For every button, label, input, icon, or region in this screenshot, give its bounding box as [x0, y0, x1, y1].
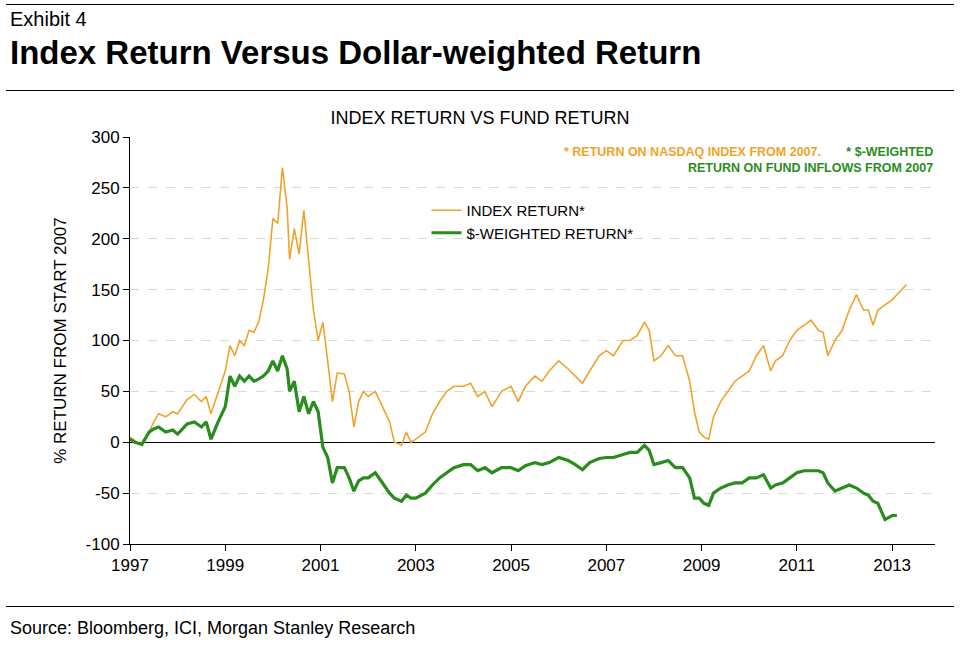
svg-text:100: 100: [91, 331, 119, 350]
svg-text:* $-WEIGHTEDRETURN ON FUND INF: * $-WEIGHTEDRETURN ON FUND INFLOWS FROM …: [688, 145, 933, 175]
svg-text:-50: -50: [95, 484, 120, 503]
html-text:Exhibit 4: Exhibit 4: [10, 8, 87, 30]
svg-text:* RETURN ON NASDAQ INDEX FROM: * RETURN ON NASDAQ INDEX FROM 2007.: [564, 145, 821, 159]
svg-text:50: 50: [101, 382, 120, 401]
html-text:Index Return Versus Dollar-wei: Index Return Versus Dollar-weighted Retu…: [10, 34, 702, 71]
svg-text:300: 300: [91, 128, 119, 147]
svg-text:0: 0: [110, 433, 119, 452]
svg-text:150: 150: [91, 281, 119, 300]
svg-text:1997: 1997: [111, 556, 149, 575]
svg-text:1999: 1999: [206, 556, 244, 575]
svg-text:% RETURN FROM START 2007: % RETURN FROM START 2007: [51, 217, 70, 464]
svg-text:2013: 2013: [873, 556, 911, 575]
svg-text:2007: 2007: [587, 556, 625, 575]
svg-text:-100: -100: [86, 535, 120, 554]
svg-text:INDEX RETURN*: INDEX RETURN*: [467, 202, 586, 219]
svg-text:200: 200: [91, 230, 119, 249]
svg-text:2009: 2009: [683, 556, 721, 575]
svg-text:2001: 2001: [302, 556, 340, 575]
svg-text:$-WEIGHTED RETURN*: $-WEIGHTED RETURN*: [467, 225, 634, 242]
html-text:Source: Bloomberg, ICI, Morgan: Source: Bloomberg, ICI, Morgan Stanley R…: [10, 618, 416, 638]
svg-text:250: 250: [91, 179, 119, 198]
svg-text:2003: 2003: [397, 556, 435, 575]
svg-text:2005: 2005: [492, 556, 530, 575]
svg-text:2011: 2011: [779, 556, 816, 575]
svg-text:INDEX RETURN VS FUND RETURN: INDEX RETURN VS FUND RETURN: [330, 108, 629, 128]
